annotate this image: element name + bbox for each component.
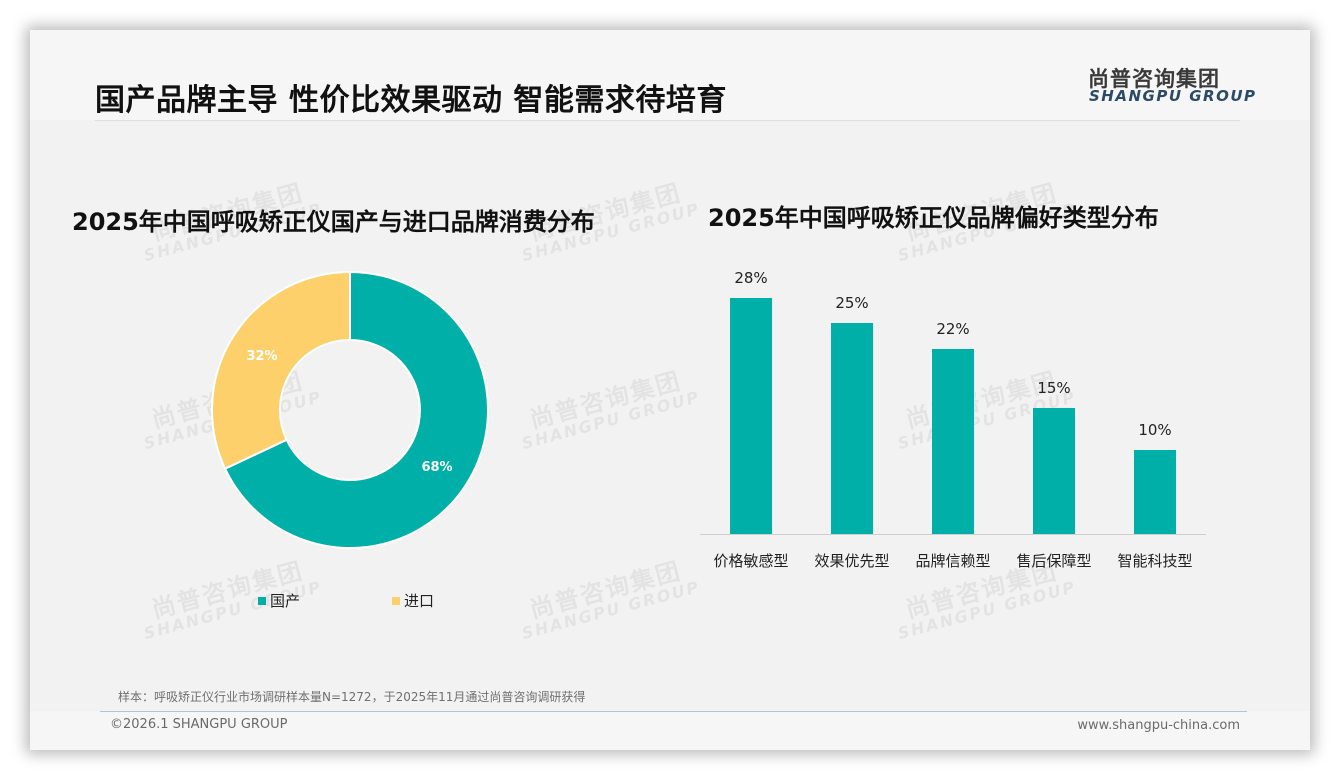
- bar-smart-tech: [1134, 450, 1176, 534]
- copyright: ©2026.1 SHANGPU GROUP: [110, 717, 288, 732]
- bar-price-sensitive: [730, 298, 772, 534]
- header-divider: [95, 120, 1240, 121]
- x-axis-label: 效果优先型: [814, 552, 890, 570]
- legend-item-import: 进口: [392, 590, 434, 611]
- donut-label-domestic: 68%: [421, 460, 452, 475]
- header-background: [30, 30, 1310, 120]
- footer-divider: [100, 711, 1247, 712]
- bar-value-label: 25%: [835, 294, 869, 312]
- legend-item-domestic: 国产: [258, 590, 300, 611]
- bar-after-sales: [1033, 408, 1075, 534]
- bar-effect-first: [831, 323, 873, 534]
- donut-chart-title: 2025年中国呼吸矫正仪国产与进口品牌消费分布: [72, 208, 595, 236]
- donut-chart: 32% 68%: [211, 270, 489, 549]
- legend-label: 国产: [270, 592, 301, 610]
- legend-swatch-teal: [258, 596, 266, 605]
- donut-slice-import: [211, 270, 351, 471]
- x-axis-line: [700, 534, 1206, 535]
- logo-chinese: 尚普咨询集团: [1088, 67, 1220, 91]
- x-axis-label: 售后保障型: [1016, 552, 1092, 570]
- sample-note: 样本：呼吸矫正仪行业市场调研样本量N=1272，于2025年11月通过尚普咨询调…: [118, 690, 586, 704]
- slide: 尚普咨询集团 SHANGPU GROUP 尚普咨询集团 SHANGPU GROUP …: [30, 30, 1310, 750]
- bar-value-label: 22%: [936, 320, 970, 338]
- bar-value-label: 15%: [1037, 379, 1071, 397]
- donut-slice-domestic: [223, 270, 489, 549]
- x-axis-label: 价格敏感型: [713, 552, 789, 570]
- page-title: 国产品牌主导 性价比效果驱动 智能需求待培育: [95, 83, 727, 118]
- legend-swatch-yellow: [392, 596, 400, 605]
- x-axis-label: 品牌信赖型: [915, 552, 991, 570]
- bar-chart-title: 2025年中国呼吸矫正仪品牌偏好类型分布: [708, 204, 1159, 232]
- bar-brand-trust: [932, 349, 974, 534]
- x-axis-label: 智能科技型: [1117, 552, 1193, 570]
- donut-label-import: 32%: [246, 349, 277, 364]
- bar-value-label: 28%: [734, 269, 768, 287]
- legend-label: 进口: [404, 592, 435, 610]
- bar-value-label: 10%: [1138, 421, 1172, 439]
- website-link[interactable]: www.shangpu-china.com: [1077, 718, 1240, 733]
- footer-background: [30, 711, 1310, 750]
- logo-english: SHANGPU GROUP: [1089, 87, 1257, 105]
